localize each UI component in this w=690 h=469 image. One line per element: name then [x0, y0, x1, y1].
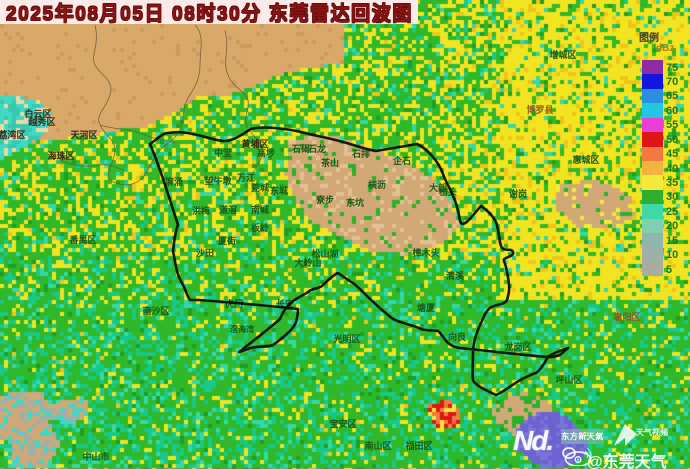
svg-text:龙岗区: 龙岗区 [503, 341, 531, 352]
svg-text:寮步: 寮步 [315, 194, 334, 205]
svg-text:博罗县: 博罗县 [526, 104, 553, 115]
svg-text:东坑: 东坑 [346, 197, 364, 208]
svg-text:滘海湾: 滘海湾 [230, 324, 254, 334]
svg-text:向良: 向良 [448, 331, 466, 342]
svg-text:大岭山: 大岭山 [294, 257, 321, 268]
svg-text:莞城: 莞城 [250, 182, 269, 193]
svg-text:横沥: 横沥 [368, 179, 386, 190]
svg-text:南城: 南城 [251, 204, 269, 215]
svg-text:东城: 东城 [270, 185, 288, 196]
svg-text:中堂: 中堂 [214, 147, 232, 158]
svg-text:越秀区: 越秀区 [27, 116, 55, 127]
svg-text:宝安区: 宝安区 [329, 418, 356, 429]
svg-text:增城区: 增城区 [549, 49, 576, 60]
svg-text:大朗: 大朗 [429, 182, 447, 193]
svg-text:惠城区: 惠城区 [572, 154, 599, 165]
svg-text:荔湾区: 荔湾区 [0, 129, 26, 140]
svg-text:沙田: 沙田 [196, 248, 214, 258]
svg-text:茶山: 茶山 [320, 157, 339, 168]
svg-text:厦街: 厦街 [218, 235, 236, 246]
svg-text:板岭: 板岭 [251, 222, 269, 233]
svg-text:坪山区: 坪山区 [555, 374, 582, 385]
svg-text:道滘: 道滘 [219, 204, 237, 215]
svg-text:南沙区: 南沙区 [142, 305, 169, 316]
svg-text:塘厦: 塘厦 [417, 302, 436, 313]
svg-text:天河区: 天河区 [70, 129, 97, 140]
svg-text:企石: 企石 [392, 155, 411, 166]
svg-text:谢岗: 谢岗 [509, 188, 527, 199]
svg-text:樟木头: 樟木头 [411, 247, 439, 258]
svg-text:惠阳区: 惠阳区 [613, 311, 640, 322]
svg-text:洪梅: 洪梅 [192, 205, 210, 216]
svg-text:海珠区: 海珠区 [47, 150, 74, 161]
svg-text:清溪: 清溪 [446, 270, 465, 281]
svg-text:南山区: 南山区 [364, 440, 391, 451]
svg-text:麻涌: 麻涌 [164, 176, 183, 187]
svg-text:福田区: 福田区 [404, 440, 432, 451]
svg-text:中山市: 中山市 [82, 451, 109, 462]
svg-text:望牛墩: 望牛墩 [204, 175, 232, 186]
svg-text:石龙: 石龙 [307, 143, 326, 154]
svg-text:高埗: 高埗 [257, 147, 275, 158]
svg-text:万江: 万江 [236, 172, 255, 183]
svg-text:光明区: 光明区 [332, 333, 360, 344]
svg-text:番禺区: 番禺区 [68, 234, 96, 245]
